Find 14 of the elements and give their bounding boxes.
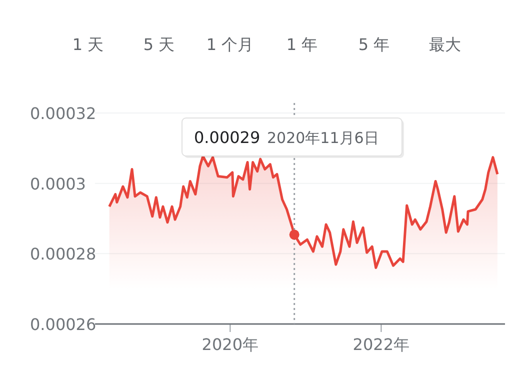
y-tick-label: 0.00028 — [30, 244, 96, 264]
x-tick-label: 2020年 — [202, 335, 259, 354]
text: 1 个月 — [206, 35, 254, 54]
y-tick-label: 0.0003 — [30, 174, 86, 194]
text: 最大 — [429, 35, 461, 54]
text: 1 年 — [286, 35, 318, 54]
annotation: 0.00029 — [194, 128, 260, 147]
text: 5 年 — [358, 35, 390, 54]
annotation: 2020年11月6日 — [267, 129, 379, 147]
y-tick-label: 0.00032 — [30, 104, 96, 123]
text: 1 天 — [72, 35, 104, 54]
text: 5 天 — [143, 35, 175, 54]
x-tick-label: 2022年 — [352, 335, 410, 354]
y-tick-label: 0.00026 — [30, 315, 96, 334]
